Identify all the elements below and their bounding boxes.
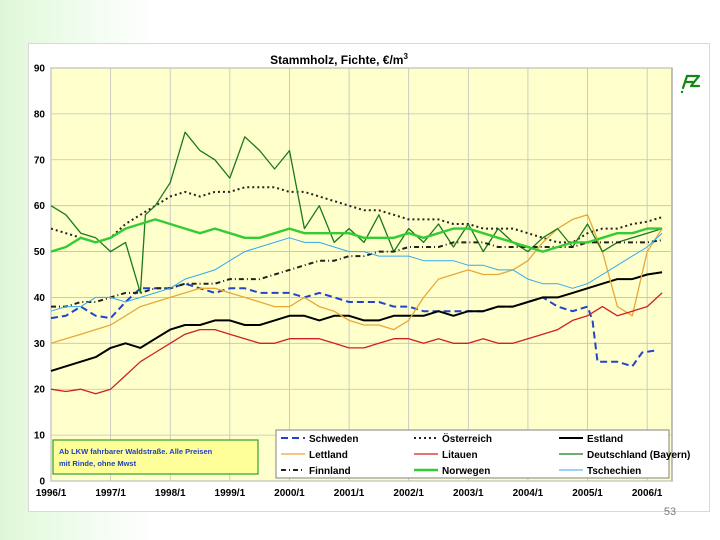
series-line-lettland [50,214,663,344]
chart: 0 10 20 30 40 50 60 70 80 90 1996/1 1997/1 1998/1 199… [34,52,701,499]
legend-label-schweden: Schweden [309,434,358,445]
x-tick-label: 1997/1 [95,488,126,499]
x-tick-label: 1996/1 [36,488,67,499]
chart-title-main: Stammholz, Fichte, €/m [270,53,403,67]
y-tick-label: 30 [34,339,46,350]
series-line-tschechien [50,232,663,312]
chart-title-superscript: 3 [403,52,408,61]
legend-label-litauen: Litauen [442,450,478,461]
y-tick-label: 70 [34,155,46,166]
x-tick-label: 2001/1 [334,488,365,499]
y-tick-label: 40 [34,293,46,304]
plot-area [50,67,673,482]
y-tick-label: 90 [34,64,46,75]
y-tick-label: 0 [39,477,45,488]
x-tick-label: 1999/1 [215,488,246,499]
series-line-schweden [50,282,658,368]
legend-label-finnland: Finnland [309,466,351,477]
series-line-österreich [50,186,663,244]
x-tick-label: 2006/1 [632,488,663,499]
chart-title: Stammholz, Fichte, €/m3 [270,52,408,67]
y-tick-label: 80 [34,109,46,120]
y-tick-label: 10 [34,431,46,442]
legend-label-tschechien: Tschechien [587,466,641,477]
logo-dot [680,90,684,94]
note-background [52,439,259,475]
legend-label-österreich: Österreich [442,432,492,445]
y-tick-label: 20 [34,385,46,396]
x-tick-label: 1998/1 [155,488,186,499]
y-tick-label: 60 [34,201,46,212]
series-line-norwegen [50,218,663,253]
legend-label-norwegen: Norwegen [442,466,490,477]
legend-box [275,429,670,479]
series-line-deutschland-bayern [50,131,663,294]
note-line: mit Rinde, ohne Mwst [59,459,137,468]
legend-label-deutschland-bayern: Deutschland (Bayern) [587,450,690,461]
series-line-litauen [50,292,663,395]
legend-label-estland: Estland [587,434,623,445]
logo-mark [681,74,701,90]
x-tick-label: 2004/1 [513,488,544,499]
y-tick-label: 50 [34,247,46,258]
note-line: Ab LKW fahrbarer Waldstraße. Alle Preise… [59,447,213,456]
series-line-estland [50,271,663,372]
page-number: 53 [663,506,677,518]
legend-label-lettland: Lettland [309,450,348,461]
x-tick-label: 2000/1 [274,488,305,499]
x-tick-label: 2003/1 [453,488,484,499]
x-tick-label: 2005/1 [572,488,603,499]
x-tick-label: 2002/1 [393,488,424,499]
note-box: Ab LKW fahrbarer Waldstraße. Alle Preise… [52,439,259,475]
legend: Schweden Österreich Estland Lettland Litauen… [275,429,690,479]
fiz-logo-icon [680,74,701,94]
chart-frame: 0 10 20 30 40 50 60 70 80 90 1996/1 1997/1 1998/1 199… [28,43,710,512]
